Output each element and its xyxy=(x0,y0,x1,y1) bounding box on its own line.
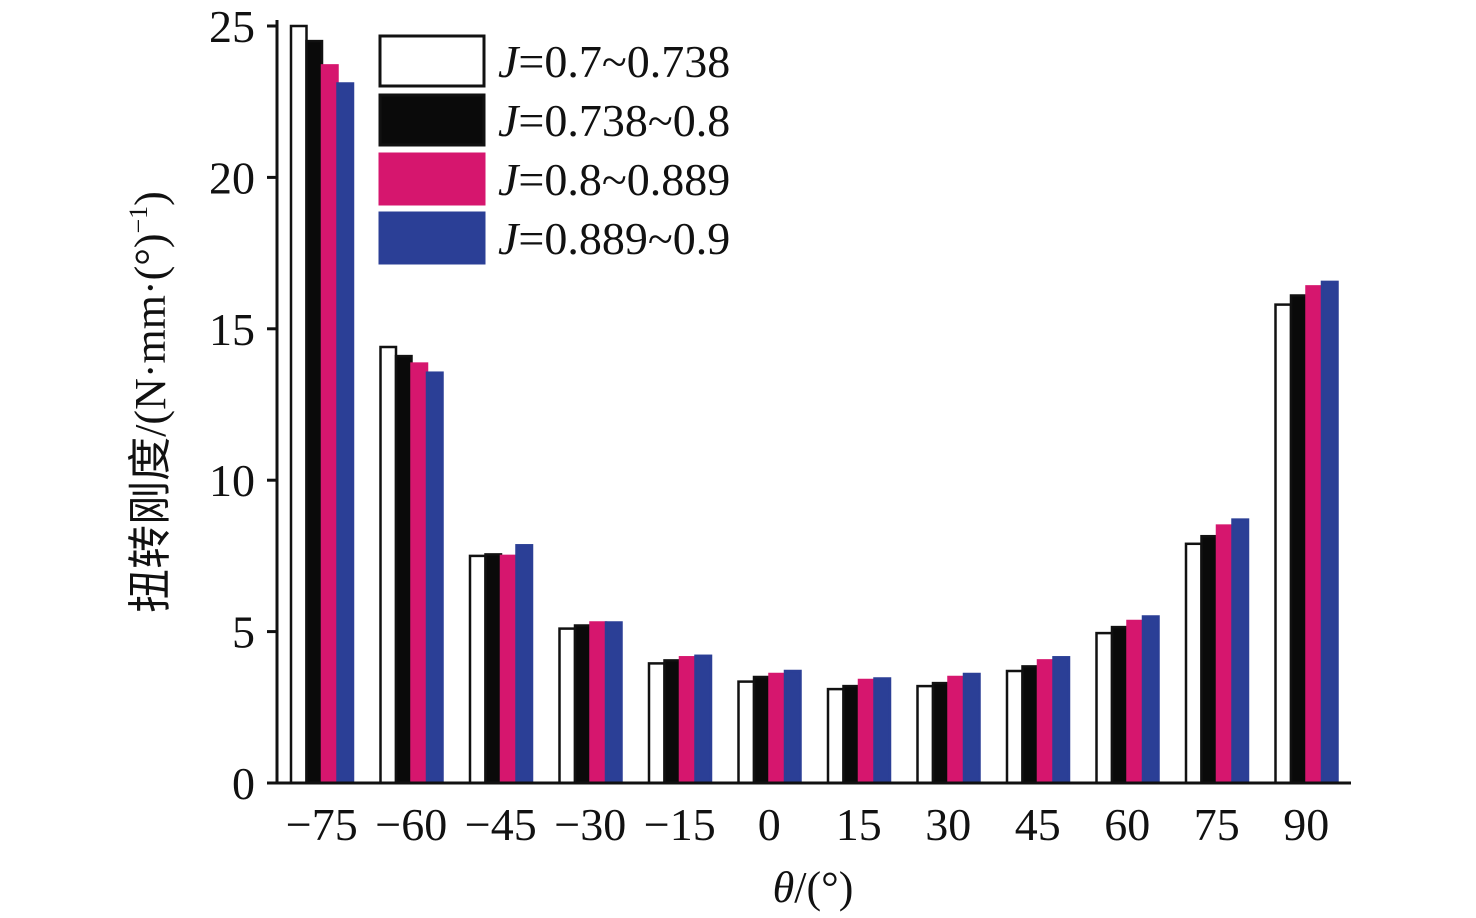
x-axis-title-var: θ xyxy=(773,863,795,912)
legend-range: =0.8~0.889 xyxy=(518,154,730,205)
y-tick-label: 15 xyxy=(209,304,255,355)
x-tick-label: 30 xyxy=(925,799,971,850)
x-tick-label: −75 xyxy=(286,799,358,850)
legend-swatch xyxy=(378,152,486,206)
bar xyxy=(826,687,845,785)
y-axis-title-close: ) xyxy=(126,191,175,206)
y-tick-labels: 0 5 10 15 20 25 xyxy=(209,1,277,809)
bar xyxy=(1289,294,1308,785)
bar xyxy=(1215,524,1234,785)
bar xyxy=(1095,631,1114,785)
bar xyxy=(1141,615,1160,785)
bar xyxy=(947,675,966,785)
x-tick-label: 15 xyxy=(836,799,882,850)
x-tick-label: −45 xyxy=(465,799,537,850)
y-tick-label: 25 xyxy=(209,1,255,52)
x-axis-title-unit: /(°) xyxy=(794,863,853,912)
bar xyxy=(663,659,682,785)
bar xyxy=(1052,656,1071,785)
bar xyxy=(647,662,666,785)
bar xyxy=(379,345,398,785)
bar xyxy=(573,624,592,785)
legend-swatch xyxy=(378,93,486,147)
bar xyxy=(962,672,981,785)
bar xyxy=(394,354,413,785)
x-tick-labels: −75 −60 −45 −30 −15 0 15 30 45 60 75 90 xyxy=(286,799,1329,850)
y-axis-title: 扭转刚度/(N·mm·(°)−1) xyxy=(124,191,175,613)
y-tick-label: 5 xyxy=(232,607,255,658)
bar xyxy=(410,362,429,785)
legend-swatch xyxy=(378,211,486,265)
x-axis-title: θ/(°) xyxy=(773,863,854,912)
legend-var: J xyxy=(498,36,521,87)
bar xyxy=(842,684,861,785)
bar xyxy=(1021,665,1040,785)
bar xyxy=(558,627,577,785)
bar xyxy=(1184,542,1203,785)
bar xyxy=(1200,534,1219,785)
bar xyxy=(1110,625,1129,785)
bar xyxy=(289,24,308,785)
legend-range: =0.738~0.8 xyxy=(518,95,730,146)
legend-label: J=0.7~0.738 xyxy=(498,36,730,87)
bar xyxy=(425,371,444,785)
bar xyxy=(678,656,697,785)
legend-label: J=0.738~0.8 xyxy=(498,95,730,146)
x-tick-label: −60 xyxy=(375,799,447,850)
bar xyxy=(1126,619,1145,785)
bar xyxy=(873,677,892,785)
x-tick-label: 45 xyxy=(1015,799,1061,850)
x-tick-label: 60 xyxy=(1104,799,1150,850)
x-tick-label: 90 xyxy=(1283,799,1329,850)
bar xyxy=(468,554,487,785)
bar xyxy=(1305,285,1324,785)
bar xyxy=(515,544,534,785)
legend-var: J xyxy=(498,95,521,146)
bar xyxy=(737,680,756,785)
legend-range: =0.7~0.738 xyxy=(518,36,730,87)
bar xyxy=(484,553,503,785)
y-tick-label: 10 xyxy=(209,455,255,506)
y-tick-label: 20 xyxy=(209,152,255,203)
bar xyxy=(1231,518,1250,785)
bar xyxy=(1320,280,1339,785)
y-axis-title-sup: −1 xyxy=(124,206,153,234)
y-axis-title-main: 扭转刚度/(N·mm·(°) xyxy=(126,234,175,613)
bar xyxy=(931,681,950,785)
bar xyxy=(857,678,876,785)
x-tick-label: 0 xyxy=(758,799,781,850)
y-tick-label: 0 xyxy=(232,758,255,809)
bar xyxy=(1274,303,1293,785)
bar xyxy=(320,64,339,785)
legend-var: J xyxy=(498,154,521,205)
bar xyxy=(336,82,355,785)
bar xyxy=(768,672,787,785)
legend-label: J=0.8~0.889 xyxy=(498,154,730,205)
legend: J=0.7~0.738J=0.738~0.8J=0.8~0.889J=0.889… xyxy=(378,34,730,265)
bar xyxy=(694,654,713,785)
bar xyxy=(752,675,771,785)
bar xyxy=(499,554,518,785)
bar xyxy=(305,39,324,785)
bar xyxy=(1005,669,1024,785)
legend-range: =0.889~0.9 xyxy=(518,213,730,264)
legend-swatch xyxy=(378,34,486,88)
x-tick-label: −30 xyxy=(554,799,626,850)
bar xyxy=(589,621,608,785)
x-tick-label: 75 xyxy=(1194,799,1240,850)
bar xyxy=(916,684,935,785)
bar xyxy=(604,621,623,785)
bar xyxy=(783,669,802,785)
x-tick-label: −15 xyxy=(644,799,716,850)
bar xyxy=(1036,659,1055,785)
legend-var: J xyxy=(498,213,521,264)
legend-label: J=0.889~0.9 xyxy=(498,213,730,264)
